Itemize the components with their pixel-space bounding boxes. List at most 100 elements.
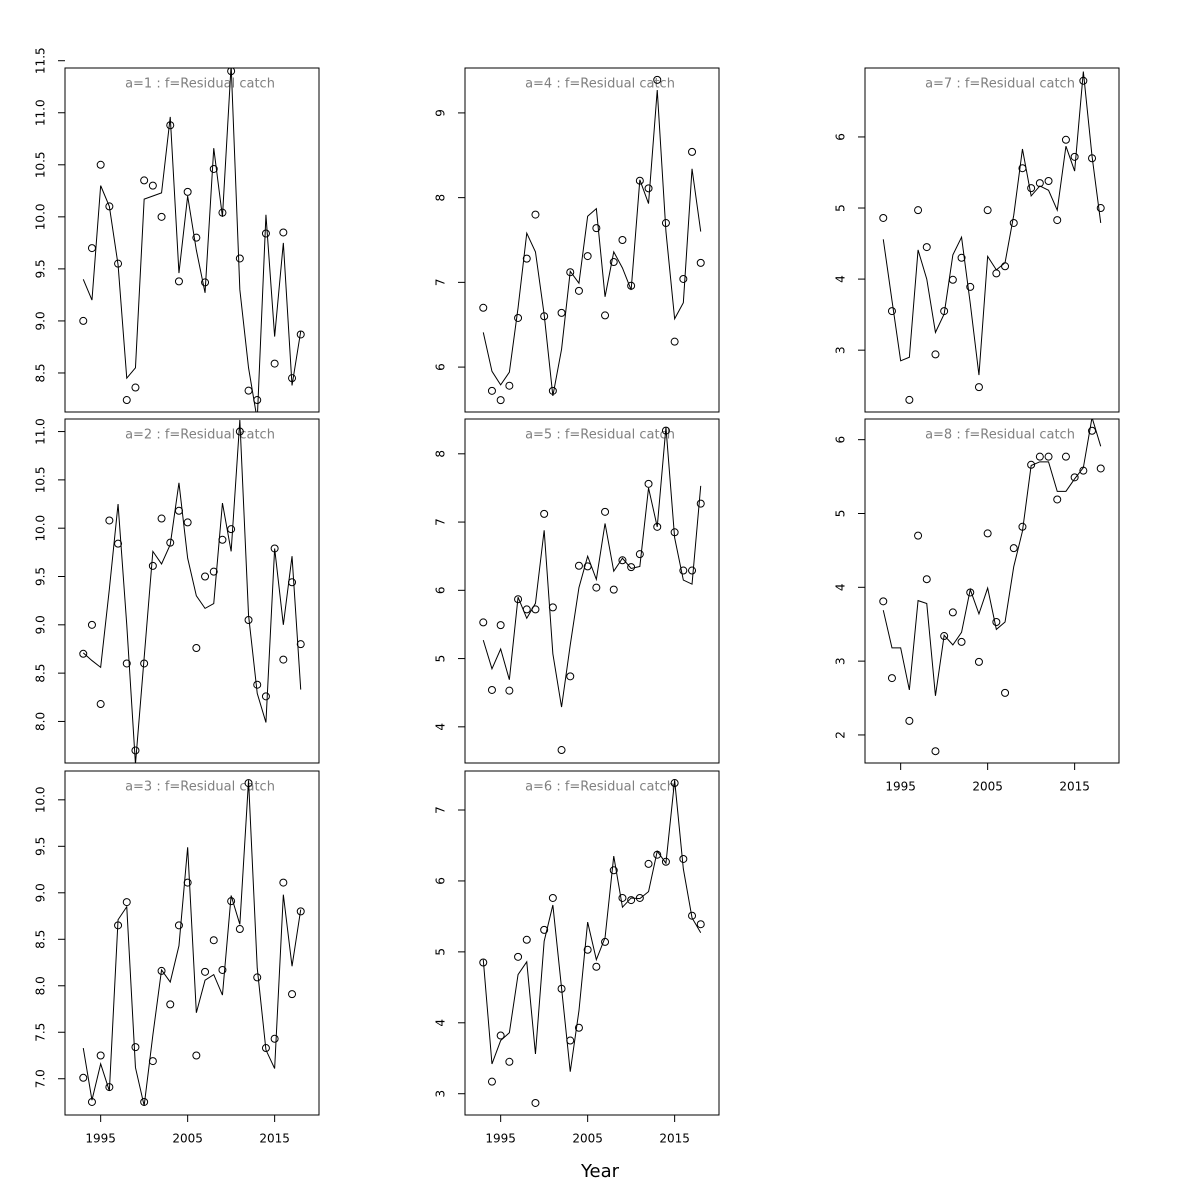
data-point (1044, 452, 1053, 461)
data-point (183, 187, 192, 196)
data-point (192, 233, 201, 242)
y-tick-label: 6 (434, 877, 448, 885)
data-point (592, 583, 601, 592)
data-point (931, 350, 940, 359)
plot-frame (464, 418, 720, 764)
x-tick-label: 2005 (972, 780, 1003, 794)
fit-line (882, 419, 1102, 696)
data-point (235, 925, 244, 934)
data-point (522, 254, 531, 263)
data-point (1070, 152, 1079, 161)
data-point (253, 680, 262, 689)
data-point (496, 1031, 505, 1040)
data-point (166, 1000, 175, 1009)
y-tick-label: 2 (834, 731, 848, 739)
data-point (87, 620, 96, 629)
panel-title: a=6 : f=Residual catch (525, 780, 675, 795)
data-point (209, 164, 218, 173)
x-tick-label: 1995 (885, 780, 916, 794)
data-point (122, 659, 131, 668)
data-point (957, 637, 966, 646)
data-point (174, 277, 183, 286)
x-tick-label: 1995 (85, 1132, 116, 1146)
data-point (922, 243, 931, 252)
data-point (592, 962, 601, 971)
data-point (696, 258, 705, 267)
data-point (288, 578, 297, 587)
data-point (679, 854, 688, 863)
panel-title: a=3 : f=Residual catch (125, 780, 275, 795)
data-point (618, 556, 627, 565)
data-point (505, 381, 514, 390)
y-tick-label: 5 (434, 655, 448, 663)
data-point (296, 640, 305, 649)
data-point (253, 973, 262, 982)
data-point (279, 228, 288, 237)
data-point (627, 563, 636, 572)
data-point (1061, 135, 1070, 144)
panel: a=5 : f=Residual catch 4 5 6 7 8 (434, 418, 720, 764)
y-tick-label: 6 (834, 133, 848, 141)
data-point (948, 275, 957, 284)
data-point (1070, 473, 1079, 482)
data-point (618, 893, 627, 902)
data-point (1001, 688, 1010, 697)
data-point (696, 499, 705, 508)
data-point (105, 516, 114, 525)
data-point (574, 286, 583, 295)
plot-frame (864, 67, 1120, 413)
x-tick-label: 2015 (659, 1132, 690, 1146)
data-point (227, 525, 236, 534)
data-point (879, 597, 888, 606)
data-point (148, 561, 157, 570)
data-point (653, 75, 662, 84)
data-point (887, 307, 896, 316)
data-point (201, 967, 210, 976)
data-point (879, 213, 888, 222)
y-tick-label: 8.0 (34, 712, 48, 731)
data-point (1053, 216, 1062, 225)
y-tick-label: 6 (434, 363, 448, 371)
y-tick-label: 8 (434, 450, 448, 458)
panel-title: a=7 : f=Residual catch (925, 77, 1075, 92)
data-point (479, 958, 488, 967)
x-tick-label: 2015 (1059, 780, 1090, 794)
panel: a=8 : f=Residual catch 2 3 4 5 6 1995 2005 2015 (834, 418, 1120, 794)
data-point (609, 866, 618, 875)
y-tick-label: 7.0 (34, 1069, 48, 1088)
data-point (131, 746, 140, 755)
data-point (105, 202, 114, 211)
data-point (974, 657, 983, 666)
data-point (922, 575, 931, 584)
data-point (209, 936, 218, 945)
data-point (905, 395, 914, 404)
y-tick-label: 7 (434, 518, 448, 526)
plot-frame (64, 418, 320, 764)
y-tick-label: 5 (834, 510, 848, 518)
data-point (540, 925, 549, 934)
data-point (609, 258, 618, 267)
data-point (183, 518, 192, 527)
data-point (688, 147, 697, 156)
data-point (244, 386, 253, 395)
y-tick-label: 9.0 (34, 615, 48, 634)
panel: a=7 : f=Residual catch 3 4 5 6 (834, 67, 1120, 413)
plot-frame (64, 770, 320, 1116)
data-point (96, 1051, 105, 1060)
plot-frame (464, 770, 720, 1116)
data-point (166, 538, 175, 547)
y-tick-label: 9 (434, 109, 448, 117)
data-point (679, 566, 688, 575)
y-tick-label: 8.5 (34, 664, 48, 683)
data-point (131, 1043, 140, 1052)
data-point (887, 674, 896, 683)
data-point (557, 746, 566, 755)
data-point (79, 1073, 88, 1082)
y-tick-label: 9.5 (34, 259, 48, 278)
data-point (209, 567, 218, 576)
data-point (627, 896, 636, 905)
data-point (1027, 184, 1036, 193)
data-point (296, 330, 305, 339)
fit-line (82, 68, 302, 412)
